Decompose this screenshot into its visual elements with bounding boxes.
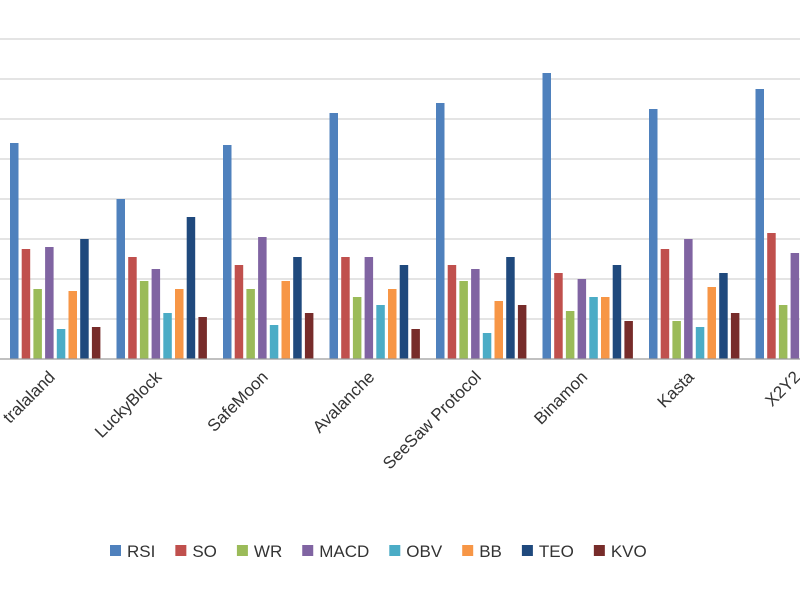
bar-wr bbox=[672, 321, 681, 359]
bar-macd bbox=[364, 257, 374, 359]
x-tick-labels: tralaland LuckyBlock SafeMoon Avalanche SeeS… bbox=[0, 367, 800, 473]
bar-kvo bbox=[730, 313, 740, 359]
legend-label-macd: MACD bbox=[319, 542, 369, 561]
bar-so bbox=[21, 249, 31, 359]
bar-teo bbox=[293, 257, 302, 359]
bar-macd bbox=[45, 247, 54, 359]
bar-macd bbox=[790, 253, 800, 359]
x-tick-label: tralaland bbox=[0, 367, 59, 427]
bar-rsi bbox=[649, 109, 658, 359]
bar-bb bbox=[494, 301, 503, 359]
x-tick-label: Kasta bbox=[654, 367, 699, 412]
bar-bb bbox=[707, 287, 716, 359]
bar-kvo bbox=[304, 313, 314, 359]
bar-so bbox=[554, 273, 563, 359]
legend-label-so: SO bbox=[192, 542, 217, 561]
legend-swatch-so bbox=[175, 545, 187, 556]
bar-kvo bbox=[517, 305, 527, 359]
x-tick-label: Binamon bbox=[530, 367, 591, 428]
bar-so bbox=[128, 257, 137, 359]
bar-wr bbox=[459, 281, 468, 359]
x-tick-label: Avalanche bbox=[309, 367, 378, 436]
bar-wr bbox=[33, 289, 42, 359]
legend-swatch-macd bbox=[302, 545, 314, 556]
bar-rsi bbox=[329, 113, 338, 359]
bar-rsi bbox=[116, 199, 125, 359]
bar-obv bbox=[482, 333, 492, 359]
bar-wr bbox=[139, 281, 149, 359]
x-tick-label: X2Y2 bbox=[761, 367, 800, 410]
legend-swatch-rsi bbox=[110, 545, 121, 556]
bar-obv bbox=[376, 305, 385, 359]
bar-kvo bbox=[624, 321, 633, 359]
bar-obv bbox=[56, 329, 66, 359]
bar-obv bbox=[269, 325, 279, 359]
x-tick-label: LuckyBlock bbox=[91, 367, 166, 442]
bar-teo bbox=[399, 265, 409, 359]
legend-label-kvo: KVO bbox=[611, 542, 647, 561]
bar-rsi bbox=[10, 143, 19, 359]
bar-kvo bbox=[198, 317, 207, 359]
legend-swatch-wr bbox=[236, 545, 248, 556]
bar-wr bbox=[352, 297, 362, 359]
bar-wr bbox=[778, 305, 788, 359]
bar-bb bbox=[281, 281, 290, 359]
legend-label-rsi: RSI bbox=[127, 542, 155, 561]
legend-label-wr: WR bbox=[254, 542, 282, 561]
bar-macd bbox=[471, 269, 480, 359]
bar-rsi bbox=[542, 73, 551, 359]
bar-rsi bbox=[223, 145, 232, 359]
bar-teo bbox=[506, 257, 515, 359]
legend-swatch-teo bbox=[521, 545, 533, 556]
bars bbox=[10, 73, 800, 359]
bar-wr bbox=[565, 311, 575, 359]
bar-so bbox=[341, 257, 350, 359]
bar-obv bbox=[589, 297, 598, 359]
legend-label-bb: BB bbox=[479, 542, 502, 561]
bar-teo bbox=[186, 217, 196, 359]
bar-macd bbox=[577, 279, 587, 359]
legend-swatch-obv bbox=[389, 545, 401, 556]
bar-obv bbox=[163, 313, 172, 359]
legend-label-teo: TEO bbox=[539, 542, 574, 561]
bar-bb bbox=[175, 289, 184, 359]
bar-so bbox=[234, 265, 244, 359]
bar-so bbox=[447, 265, 457, 359]
bar-teo bbox=[719, 273, 728, 359]
x-tick-label: SafeMoon bbox=[204, 367, 272, 435]
legend-swatch-kvo bbox=[593, 545, 605, 556]
bar-rsi bbox=[755, 89, 764, 359]
bar-rsi bbox=[436, 103, 445, 359]
bar-so bbox=[660, 249, 670, 359]
x-tick-label: SeeSaw Protocol bbox=[379, 367, 485, 473]
bar-wr bbox=[246, 289, 255, 359]
bar-bb bbox=[388, 289, 397, 359]
bar-teo bbox=[80, 239, 89, 359]
legend-swatch-bb bbox=[462, 545, 474, 556]
bar-obv bbox=[695, 327, 705, 359]
bar-macd bbox=[258, 237, 267, 359]
bar-bb bbox=[68, 291, 77, 359]
bar-macd bbox=[684, 239, 693, 359]
legend-label-obv: OBV bbox=[406, 542, 443, 561]
bar-kvo bbox=[91, 327, 101, 359]
bar-so bbox=[767, 233, 776, 359]
bar-macd bbox=[151, 269, 161, 359]
bar-teo bbox=[612, 265, 622, 359]
bar-bb bbox=[601, 297, 610, 359]
legend: RSI SO WR MACD OBV BB TEO KVO bbox=[110, 542, 647, 561]
bar-kvo bbox=[411, 329, 420, 359]
